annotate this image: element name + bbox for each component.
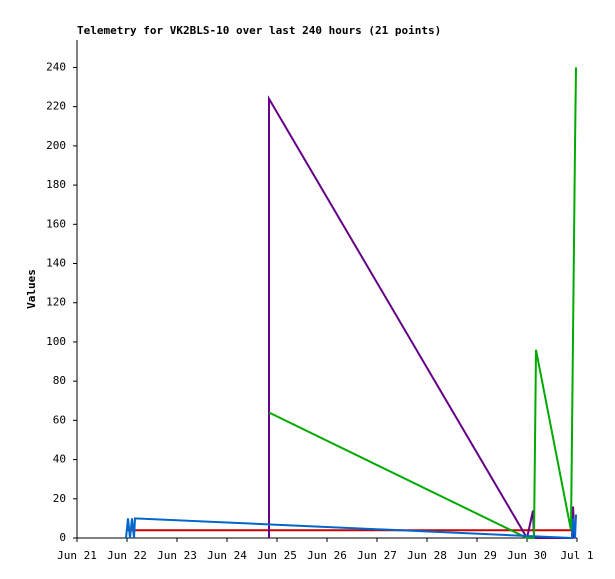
y-tick-label: 220: [46, 100, 66, 113]
y-tick-label: 240: [46, 60, 66, 73]
x-tick-label: Jun 21: [57, 549, 97, 562]
x-tick-label: Jun 24: [207, 549, 247, 562]
y-axis-label: Values: [25, 269, 38, 309]
series-line: [268, 67, 577, 539]
y-tick-label: 140: [46, 257, 66, 270]
x-tick-label: Jun 25: [257, 549, 297, 562]
series-line: [125, 514, 577, 540]
y-tick-label: 60: [53, 413, 66, 426]
x-tick-label: Jun 23: [157, 549, 197, 562]
x-tick-label: Jun 29: [457, 549, 497, 562]
x-tick-label: Jun 28: [407, 549, 447, 562]
y-tick-label: 120: [46, 296, 66, 309]
y-tick-label: 200: [46, 139, 66, 152]
x-tick-label: Jun 26: [307, 549, 347, 562]
y-tick-label: 20: [53, 492, 66, 505]
series-line: [127, 506, 575, 532]
y-tick-label: 180: [46, 178, 66, 191]
y-tick-label: 100: [46, 335, 66, 348]
x-tick-label: Jun 22: [107, 549, 147, 562]
x-tick-label: Jun 30: [507, 549, 547, 562]
series-line: [268, 95, 575, 541]
y-tick-label: 160: [46, 217, 66, 230]
x-tick-label: Jun 27: [357, 549, 397, 562]
y-tick-label: 80: [53, 374, 66, 387]
chart-title: Telemetry for VK2BLS-10 over last 240 ho…: [77, 24, 441, 37]
y-tick-label: 0: [59, 531, 66, 544]
x-tick-label: Jul 1: [560, 549, 593, 562]
y-tick-label: 40: [53, 453, 66, 466]
